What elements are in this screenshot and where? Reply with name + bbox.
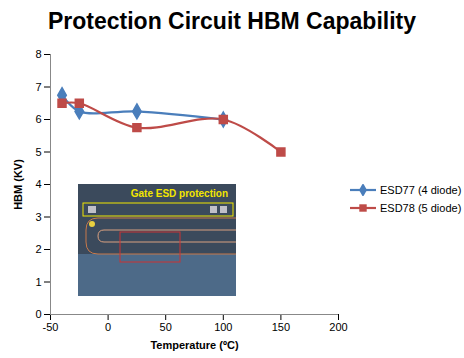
html-text:ESD78 (5 diode): ESD78 (5 diode) bbox=[380, 202, 462, 214]
svg-text:Gate ESD protection: Gate ESD protection bbox=[131, 188, 228, 199]
svg-text:1: 1 bbox=[35, 276, 41, 288]
svg-text:3: 3 bbox=[35, 211, 41, 223]
html-text:ESD77 (4 diode): ESD77 (4 diode) bbox=[380, 184, 462, 196]
svg-text:Temperature (ºC): Temperature (ºC) bbox=[150, 339, 238, 351]
svg-text:200: 200 bbox=[329, 321, 347, 333]
svg-text:150: 150 bbox=[272, 321, 290, 333]
svg-text:8: 8 bbox=[35, 48, 41, 60]
svg-text:50: 50 bbox=[160, 321, 172, 333]
html-text:Protection Circuit HBM Capabil: Protection Circuit HBM Capability bbox=[48, 8, 416, 34]
svg-text:0: 0 bbox=[35, 308, 41, 320]
svg-text:2: 2 bbox=[35, 243, 41, 255]
svg-text:6: 6 bbox=[35, 113, 41, 125]
svg-text:4: 4 bbox=[35, 178, 41, 190]
svg-text:100: 100 bbox=[214, 321, 232, 333]
svg-text:HBM (KV): HBM (KV) bbox=[12, 159, 24, 210]
svg-text:-50: -50 bbox=[43, 321, 59, 333]
svg-text:7: 7 bbox=[35, 81, 41, 93]
svg-text:5: 5 bbox=[35, 146, 41, 158]
svg-text:0: 0 bbox=[105, 321, 111, 333]
